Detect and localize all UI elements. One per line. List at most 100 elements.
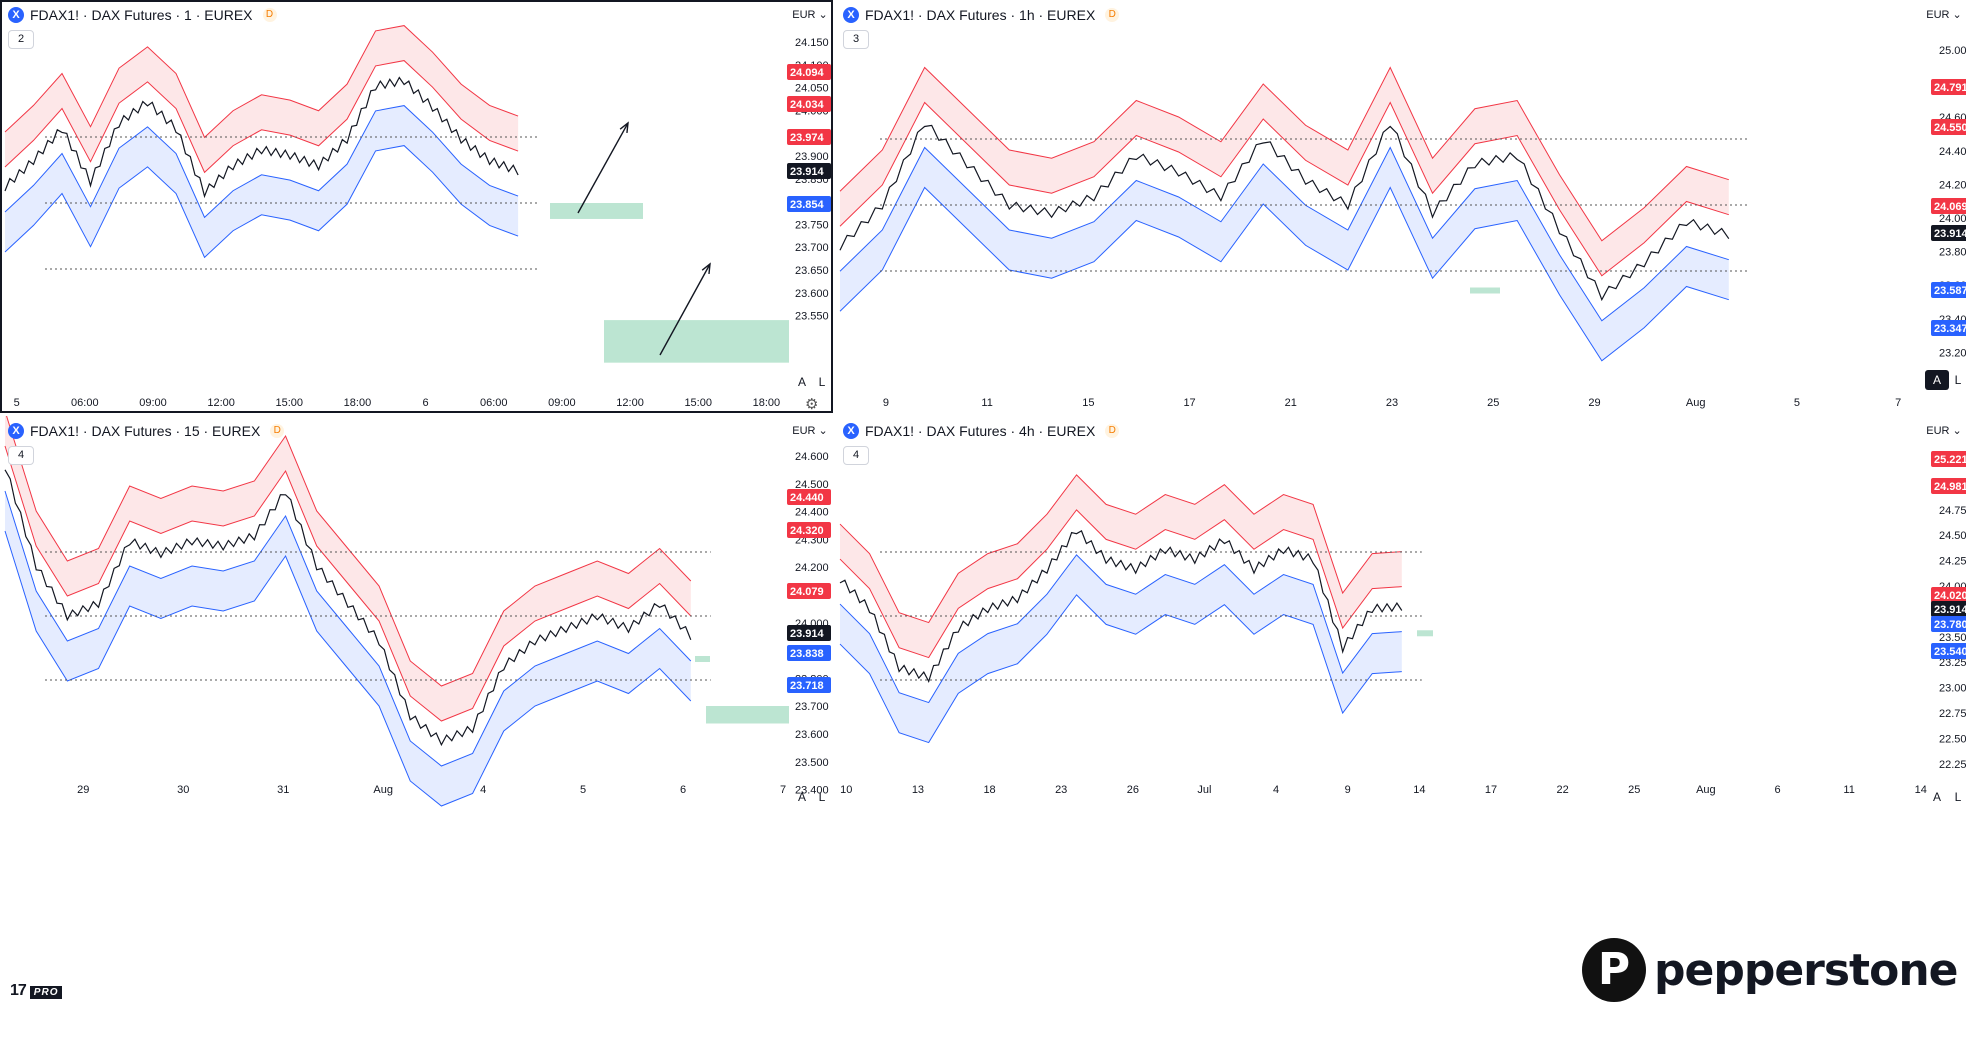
price-tick-label: 23.800: [1939, 247, 1966, 259]
time-tick-label: 09:00: [139, 397, 167, 409]
currency-select[interactable]: EUR ⌄: [1924, 6, 1964, 24]
price-tick-label: 23.600: [795, 288, 829, 300]
currency-select[interactable]: EUR ⌄: [1924, 422, 1964, 440]
symbol-title[interactable]: X FDAX1! · DAX Futures · 1 · EUREX D: [8, 6, 277, 24]
upper-band-line: [839, 66, 1729, 242]
price-tag-label: 24.034: [790, 99, 825, 111]
price-tag-label: 24.094: [790, 67, 825, 79]
indicator-toggle-button[interactable]: 2: [8, 30, 34, 49]
currency-select[interactable]: EUR ⌄: [790, 422, 830, 440]
price-tick-label: 23.700: [795, 242, 829, 254]
lower-band-line: [839, 186, 1729, 362]
chart-canvas[interactable]: 25.25025.00024.75024.50024.25024.00023.7…: [835, 416, 1966, 833]
price-tag: [787, 677, 831, 693]
log-scale-button[interactable]: L: [818, 375, 826, 389]
time-tick-label: 31: [277, 784, 289, 796]
price-tick-label: 23.600: [795, 729, 829, 741]
price-tag-label: 23.914: [1934, 228, 1966, 240]
symbol-title[interactable]: X FDAX1! · DAX Futures · 4h · EUREX D: [843, 422, 1120, 440]
currency-select[interactable]: EUR ⌄: [790, 6, 830, 24]
price-tag-label: 24.079: [790, 586, 824, 598]
arrow-head: [701, 262, 711, 275]
currency-label: EUR: [1926, 9, 1950, 21]
price-tag-label: 23.914: [790, 628, 825, 640]
price-tag: [787, 163, 831, 179]
price-tag: [1931, 451, 1966, 467]
price-tick-label: 23.650: [795, 265, 829, 277]
price-tick-label: 24.500: [795, 479, 829, 491]
price-tick-label: 24.750: [1939, 505, 1966, 517]
price-tick-label: 24.200: [1939, 179, 1966, 191]
log-scale-button[interactable]: L: [1954, 790, 1962, 804]
price-tag-label: 25.221: [1934, 454, 1966, 466]
chart-canvas[interactable]: 24.60024.50024.40024.30024.20024.10024.0…: [0, 416, 833, 833]
lower-band-line: [839, 594, 1402, 744]
auto-scale-button[interactable]: A: [1932, 790, 1941, 804]
time-tick-label: 6: [680, 784, 686, 796]
time-tick-label: Aug: [1686, 397, 1706, 409]
x-exchange-icon: X: [8, 7, 24, 23]
chart-panel-15m[interactable]: 24.60024.50024.40024.30024.20024.10024.0…: [0, 416, 833, 1041]
chart-panel-4h[interactable]: 25.25025.00024.75024.50024.25024.00023.7…: [835, 416, 1966, 1041]
time-tick-label: 11: [1843, 784, 1854, 796]
time-tick-label: 12:00: [616, 397, 644, 409]
price-line: [839, 530, 1403, 683]
chart-canvas[interactable]: 24.15024.10024.05024.00023.95023.90023.8…: [0, 0, 833, 413]
chart-panel-1m[interactable]: 24.15024.10024.05024.00023.95023.90023.8…: [0, 0, 833, 413]
lower-band: [5, 491, 691, 806]
time-tick-label: 6: [1774, 784, 1780, 796]
time-tick-label: 18: [983, 784, 995, 796]
time-tick-label: 18:00: [753, 397, 781, 409]
indicator-toggle-button[interactable]: 4: [8, 446, 34, 465]
trend-arrow: [659, 263, 711, 356]
time-tick-label: 4: [480, 784, 486, 796]
price-tick-label: 23.250: [1939, 657, 1966, 669]
time-tick-label: 12:00: [207, 397, 235, 409]
price-tag: [1931, 79, 1966, 95]
auto-scale-button[interactable]: A: [1925, 370, 1949, 390]
log-scale-button[interactable]: L: [1954, 373, 1962, 387]
target-zone: [695, 656, 710, 662]
currency-label: EUR: [792, 425, 816, 437]
time-tick-label: 9: [883, 397, 889, 409]
tradingview-logo-mark: 17: [10, 982, 27, 999]
log-scale-button[interactable]: L: [818, 790, 826, 804]
lower-band: [840, 147, 1729, 361]
price-tag: [787, 489, 831, 505]
symbol-title[interactable]: X FDAX1! · DAX Futures · 15 · EUREX D: [8, 422, 285, 440]
price-tag-label: 23.838: [790, 648, 824, 660]
settings-gear-icon[interactable]: ⚙: [805, 396, 819, 413]
time-tick-label: 10: [840, 784, 852, 796]
lower-band-line: [4, 145, 519, 259]
auto-scale-button[interactable]: A: [797, 790, 806, 804]
price-tag-label: 23.974: [790, 132, 825, 144]
time-tick-label: 17: [1183, 397, 1195, 409]
price-tag: [1931, 478, 1966, 494]
auto-scale-button[interactable]: A: [797, 375, 806, 389]
delayed-badge: D: [1105, 424, 1120, 438]
arrow-head: [619, 121, 629, 134]
time-tick-label: 21: [1285, 397, 1297, 409]
chart-panel-1h[interactable]: 25.00024.80024.60024.40024.20024.00023.8…: [835, 0, 1966, 413]
price-tag: [787, 522, 831, 538]
lower-band-line: [4, 490, 692, 767]
chart-canvas[interactable]: 25.00024.80024.60024.40024.20024.00023.8…: [835, 0, 1966, 413]
symbol-title-text: FDAX1! · DAX Futures · 1 · EUREX: [30, 7, 253, 23]
time-tick-label: 5: [14, 397, 20, 409]
price-line: [4, 76, 519, 199]
time-tick-label: 6: [423, 397, 429, 409]
symbol-title[interactable]: X FDAX1! · DAX Futures · 1h · EUREX D: [843, 6, 1120, 24]
lower-band-line: [4, 530, 692, 807]
time-tick-label: 29: [77, 784, 89, 796]
upper-band-line: [839, 474, 1402, 624]
indicator-toggle-button[interactable]: 3: [843, 30, 869, 49]
lower-band-line: [839, 146, 1729, 322]
price-tag: [787, 196, 831, 212]
time-tick-label: 9: [1345, 784, 1351, 796]
price-tick-label: 23.900: [795, 151, 829, 163]
price-tag: [1931, 587, 1966, 603]
price-tag: [787, 129, 831, 145]
price-tick-label: 24.150: [795, 37, 829, 49]
upper-band-line: [839, 101, 1729, 277]
indicator-toggle-button[interactable]: 4: [843, 446, 869, 465]
